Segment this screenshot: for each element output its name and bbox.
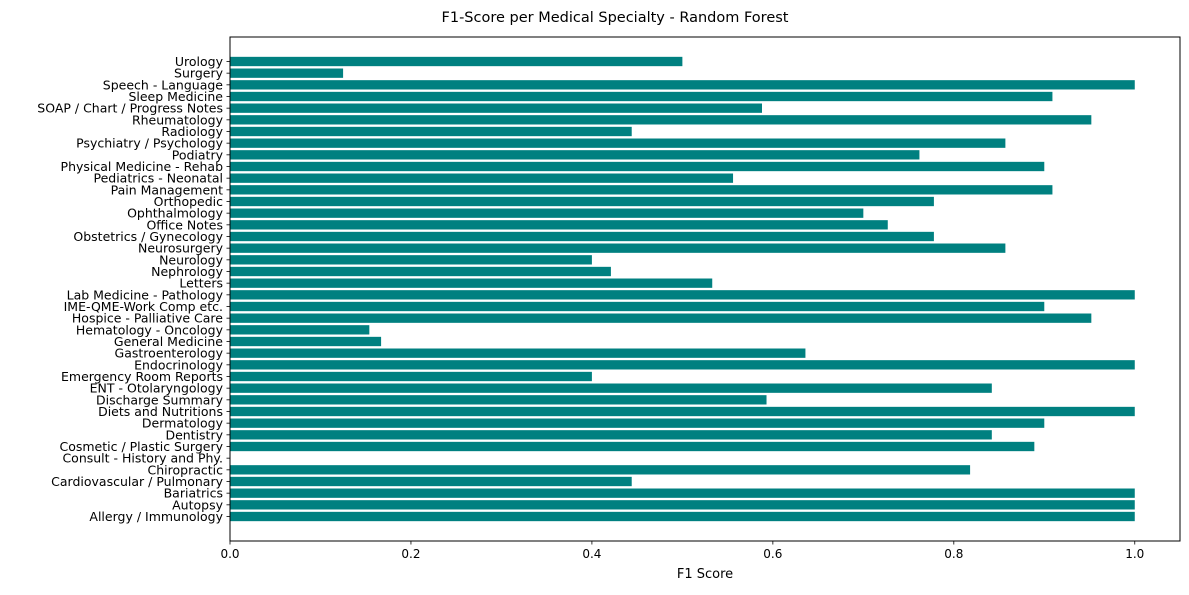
y-tick-label: Emergency Room Reports — [61, 369, 223, 384]
bar — [230, 68, 344, 78]
y-tick-label: Autopsy — [172, 497, 223, 512]
y-tick-labels: Allergy / Immunology Autopsy Bariatrics … — [37, 54, 230, 524]
y-tick-label: Speech - Language — [103, 77, 224, 92]
y-tick-label: Dermatology — [142, 416, 224, 431]
bar — [230, 313, 1092, 323]
y-tick-label: ENT - Otolaryngology — [90, 381, 224, 396]
y-tick-label: Neurosurgery — [138, 241, 224, 256]
bar — [230, 406, 1135, 417]
y-tick-label: Psychiatry / Psychology — [76, 136, 223, 151]
bar — [230, 103, 762, 113]
bar — [230, 150, 920, 160]
y-tick-label: Pain Management — [111, 182, 223, 197]
bar — [230, 441, 1035, 452]
y-tick-label: SOAP / Chart / Progress Notes — [37, 101, 223, 116]
x-axis-label: F1 Score — [677, 567, 733, 582]
bar — [230, 243, 1006, 253]
y-tick-label: Sleep Medicine — [128, 89, 223, 104]
y-tick-label: Pediatrics - Neonatal — [93, 171, 223, 186]
y-tick-label: Orthopedic — [154, 194, 223, 209]
bar — [230, 476, 632, 487]
bar — [230, 336, 382, 347]
bar — [230, 185, 1053, 195]
bar — [230, 360, 1135, 370]
bar — [230, 430, 992, 440]
bar — [230, 56, 683, 67]
y-tick-label: Letters — [179, 276, 223, 291]
bar — [230, 418, 1045, 428]
x-tick-label: 1.0 — [1125, 547, 1144, 561]
y-tick-label: Ophthalmology — [127, 206, 224, 221]
y-tick-label: Lab Medicine - Pathology — [67, 287, 224, 302]
bar — [230, 325, 370, 335]
y-tick-label: Rheumatology — [132, 112, 224, 127]
bar — [230, 91, 1053, 102]
x-ticks: 0.0 0.2 0.4 0.6 0.8 1.0 — [220, 541, 1144, 561]
bar — [230, 255, 592, 265]
bar — [230, 126, 632, 137]
bar — [230, 161, 1045, 172]
bar — [230, 465, 971, 475]
y-tick-label: Radiology — [161, 124, 223, 139]
bar — [230, 196, 934, 207]
bar — [230, 80, 1135, 90]
bar — [230, 488, 1135, 498]
bar — [230, 301, 1045, 312]
y-tick-label: Obstetrics / Gynecology — [73, 229, 223, 244]
bar — [230, 511, 1135, 522]
y-tick-label: Nephrology — [151, 264, 223, 279]
bar — [230, 371, 592, 382]
x-tick-label: 0.2 — [401, 547, 420, 561]
bar — [230, 220, 888, 230]
bar — [230, 290, 1135, 300]
y-tick-label: Allergy / Immunology — [89, 509, 223, 524]
x-tick-label: 0.6 — [763, 547, 782, 561]
x-tick-label: 0.0 — [220, 547, 239, 561]
y-tick-label: Podiatry — [172, 147, 224, 162]
y-tick-label: Cosmetic / Plastic Surgery — [59, 439, 223, 454]
y-tick-label: Bariatrics — [164, 486, 223, 501]
y-tick-label: Physical Medicine - Rehab — [61, 159, 224, 174]
y-tick-label: Diets and Nutritions — [98, 404, 223, 419]
bar — [230, 278, 713, 288]
y-tick-label: Consult - History and Phy. — [62, 451, 223, 466]
bar — [230, 173, 734, 183]
bar — [230, 500, 1135, 510]
bar — [230, 266, 611, 277]
bar — [230, 383, 992, 393]
bar — [230, 395, 767, 405]
plot-area-frame — [229, 36, 1181, 542]
y-tick-label: General Medicine — [114, 334, 223, 349]
y-tick-label: Chiropractic — [148, 462, 224, 477]
bar — [230, 208, 864, 218]
bar — [230, 348, 806, 358]
y-tick-label: Surgery — [174, 66, 224, 81]
y-tick-label: Office Notes — [146, 217, 223, 232]
y-tick-label: Hospice - Palliative Care — [72, 311, 223, 326]
chart-title: F1-Score per Medical Specialty - Random … — [442, 10, 789, 26]
bar — [230, 138, 1006, 148]
x-tick-label: 0.8 — [944, 547, 963, 561]
y-tick-label: Dentistry — [165, 427, 223, 442]
y-tick-label: Neurology — [159, 252, 224, 267]
y-tick-label: Gastroenterology — [115, 346, 224, 361]
y-tick-label: Discharge Summary — [96, 392, 224, 407]
bar — [230, 115, 1092, 125]
y-tick-label: Urology — [175, 54, 224, 69]
bar — [230, 231, 934, 242]
y-tick-label: Hematology - Oncology — [76, 322, 224, 337]
bars-layer — [230, 56, 1135, 522]
y-tick-label: IME-QME-Work Comp etc. — [64, 299, 223, 314]
y-tick-label: Cardiovascular / Pulmonary — [51, 474, 223, 489]
y-tick-label: Endocrinology — [134, 357, 224, 372]
x-tick-label: 0.4 — [582, 547, 601, 561]
